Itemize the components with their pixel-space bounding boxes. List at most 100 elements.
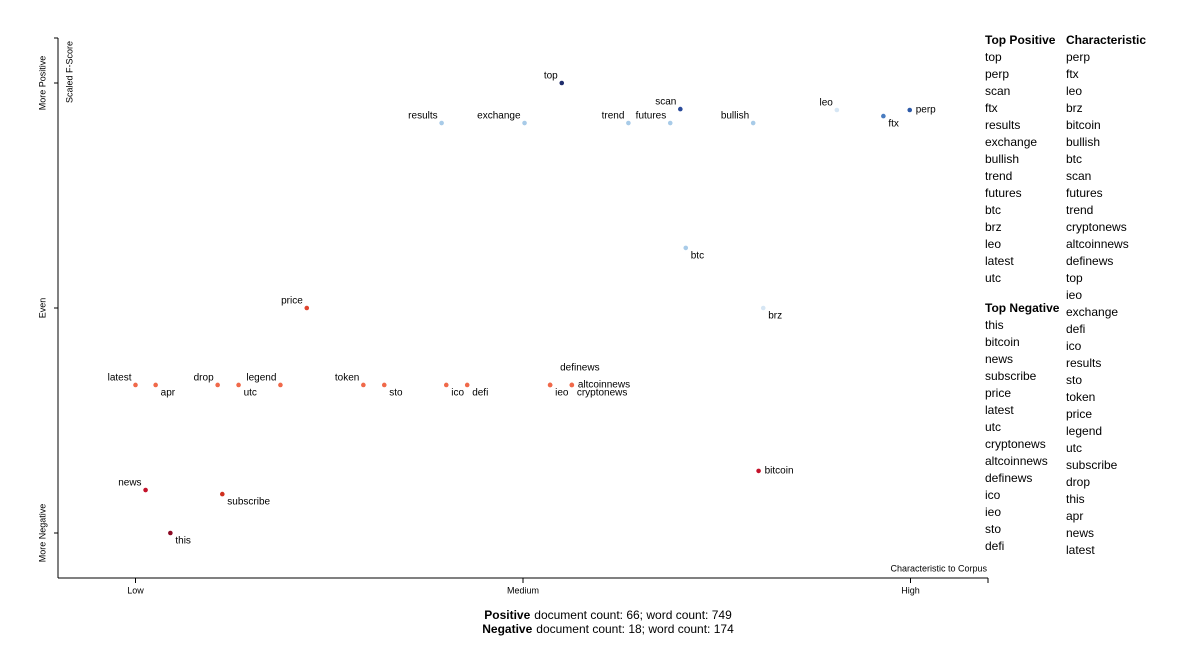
- list-item[interactable]: sto: [1066, 373, 1083, 387]
- list-item[interactable]: bitcoin: [1066, 118, 1101, 132]
- list-item[interactable]: cryptonews: [1066, 220, 1127, 234]
- list-title: Characteristic: [1066, 33, 1147, 47]
- point: [750, 120, 756, 126]
- list-item[interactable]: utc: [985, 420, 1002, 434]
- list-item[interactable]: leo: [985, 237, 1002, 251]
- list-item[interactable]: trend: [1066, 203, 1094, 217]
- list-item[interactable]: latest: [985, 254, 1014, 268]
- point-label: btc: [691, 251, 704, 262]
- list-item[interactable]: ftx: [1066, 67, 1079, 81]
- list-item[interactable]: bullish: [1066, 135, 1101, 149]
- characteristic-list: Characteristic perp ftx leo brz bitcoin bulli…: [1066, 32, 1146, 559]
- list-item[interactable]: this: [1066, 492, 1085, 506]
- list-item[interactable]: ieo: [1066, 288, 1083, 302]
- list-item[interactable]: subscribe: [985, 369, 1037, 383]
- point-label: subscribe: [227, 497, 270, 508]
- list-item[interactable]: news: [1066, 526, 1095, 540]
- point-label: sto: [389, 388, 403, 399]
- list-item[interactable]: ico: [985, 488, 1001, 502]
- footer-counts: document count: 66; word count: 749: [534, 608, 732, 622]
- list-item[interactable]: token: [1066, 390, 1096, 404]
- list-item[interactable]: ftx: [985, 101, 998, 115]
- list-items: top perp scan ftx results exchange bullish tren…: [985, 49, 1055, 287]
- point-label: ico: [451, 388, 464, 399]
- point: [569, 382, 575, 388]
- list-items: this bitcoin news subscribe price latest utc cr…: [985, 317, 1059, 555]
- point: [559, 80, 565, 86]
- point-label: exchange: [477, 111, 521, 122]
- point-label: trend: [602, 111, 625, 122]
- point: [439, 120, 444, 126]
- list-item[interactable]: results: [1066, 356, 1102, 370]
- point-label: news: [118, 478, 141, 489]
- list-item[interactable]: top: [1066, 271, 1083, 285]
- list-item[interactable]: altcoinnews: [985, 454, 1048, 468]
- list-item[interactable]: exchange: [985, 135, 1038, 149]
- point-label: ftx: [888, 119, 899, 130]
- list-item[interactable]: utc: [985, 271, 1002, 285]
- footer: Positive document count: 66; word count: …: [0, 608, 1200, 636]
- point-label: legend: [246, 373, 276, 384]
- point: [143, 487, 148, 493]
- list-item[interactable]: apr: [1066, 509, 1084, 523]
- footer-class: Negative: [482, 622, 533, 636]
- list-item[interactable]: bullish: [985, 152, 1020, 166]
- list-item[interactable]: subscribe: [1066, 458, 1118, 472]
- point-label: utc: [244, 388, 257, 399]
- x-axis-label: Characteristic to Corpus: [890, 563, 987, 573]
- list-item[interactable]: utc: [1066, 441, 1083, 455]
- point-label: brz: [768, 311, 782, 322]
- y-axis-label: Scaled F-Score: [64, 41, 74, 103]
- list-item[interactable]: legend: [1066, 424, 1103, 438]
- list-item[interactable]: ieo: [985, 505, 1002, 519]
- list-item[interactable]: futures: [1066, 186, 1103, 200]
- point-label: defi: [472, 388, 488, 399]
- list-item[interactable]: latest: [1066, 543, 1095, 557]
- list-item[interactable]: scan: [1066, 169, 1092, 183]
- y-tick-label: More Negative: [37, 504, 47, 563]
- list-item[interactable]: perp: [1066, 50, 1091, 64]
- point: [678, 106, 683, 112]
- list-item[interactable]: defi: [985, 539, 1005, 553]
- point: [133, 382, 138, 388]
- list-item[interactable]: sto: [985, 522, 1002, 536]
- list-item[interactable]: top: [985, 50, 1002, 64]
- list-item[interactable]: leo: [1066, 84, 1083, 98]
- list-item[interactable]: defi: [1066, 322, 1086, 336]
- list-item[interactable]: news: [985, 352, 1014, 366]
- list-item[interactable]: btc: [1066, 152, 1083, 166]
- point-label: futures: [636, 111, 667, 122]
- list-item[interactable]: ico: [1066, 339, 1082, 353]
- point: [153, 382, 158, 388]
- x-tick-label: Medium: [507, 585, 539, 595]
- point-label: price: [281, 296, 303, 307]
- point: [443, 382, 449, 388]
- list-item[interactable]: brz: [985, 220, 1002, 234]
- list-item[interactable]: bitcoin: [985, 335, 1020, 349]
- list-item[interactable]: definews: [985, 471, 1033, 485]
- list-item[interactable]: cryptonews: [985, 437, 1046, 451]
- point: [522, 120, 527, 126]
- x-tick-label: Low: [127, 585, 144, 595]
- list-item[interactable]: results: [985, 118, 1021, 132]
- footer-line: Negative document count: 18; word count: …: [0, 622, 1200, 636]
- list-item[interactable]: brz: [1066, 101, 1083, 115]
- list-item[interactable]: price: [985, 386, 1012, 400]
- list-item[interactable]: exchange: [1066, 305, 1119, 319]
- list-item[interactable]: scan: [985, 84, 1011, 98]
- list-item[interactable]: this: [985, 318, 1004, 332]
- list-item[interactable]: definews: [1066, 254, 1114, 268]
- point-label: perp: [916, 105, 936, 116]
- point: [881, 113, 886, 119]
- list-item[interactable]: price: [1066, 407, 1093, 421]
- list-item[interactable]: altcoinnews: [1066, 237, 1129, 251]
- list-item[interactable]: futures: [985, 186, 1022, 200]
- list-item[interactable]: btc: [985, 203, 1002, 217]
- list-title: Top Positive: [985, 33, 1056, 47]
- list-item[interactable]: latest: [985, 403, 1014, 417]
- list-item[interactable]: perp: [985, 67, 1010, 81]
- point: [220, 491, 225, 497]
- list-item[interactable]: drop: [1066, 475, 1091, 489]
- list-item[interactable]: trend: [985, 169, 1013, 183]
